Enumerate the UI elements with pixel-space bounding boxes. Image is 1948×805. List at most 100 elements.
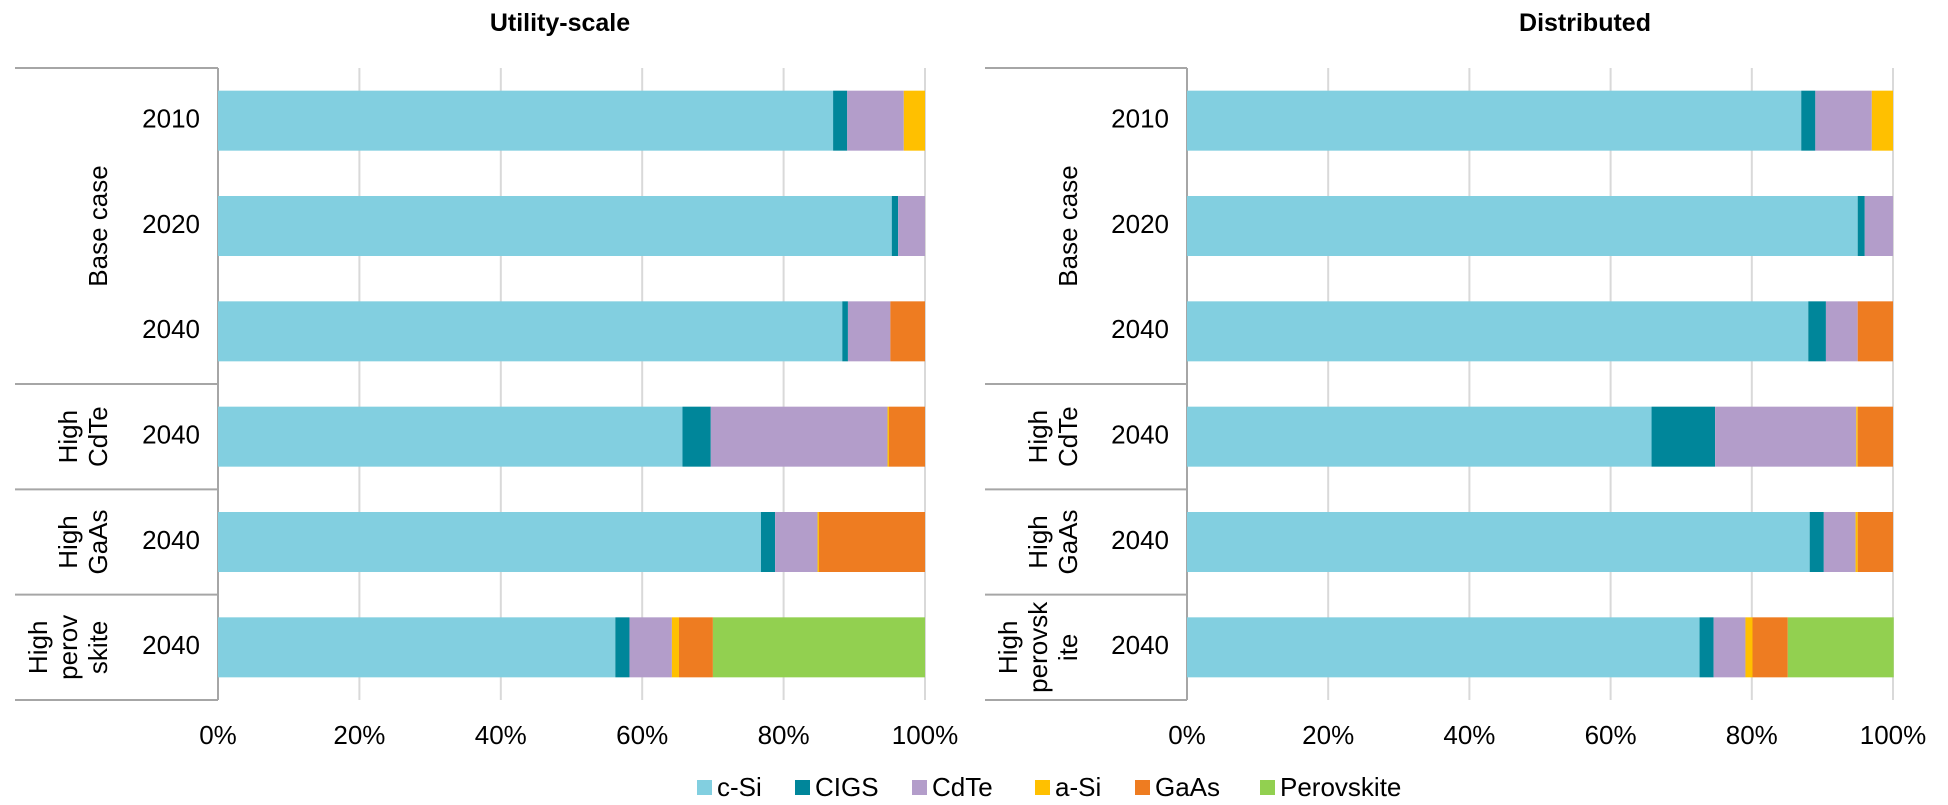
bar-segment-cdte: [847, 90, 904, 151]
bar-segment-gaas: [1857, 406, 1893, 467]
bar-segment-a-si: [903, 90, 925, 151]
bar-segment-c-si: [218, 617, 616, 678]
bar-segment-cigs: [1699, 617, 1714, 678]
group-label: ite: [1053, 634, 1083, 661]
group-label: Base case: [1053, 165, 1083, 286]
bar-segment-c-si: [218, 196, 892, 256]
group-label: Base case: [83, 165, 113, 286]
x-tick-label: 60%: [616, 720, 668, 750]
group-label: High: [23, 621, 53, 674]
bar-segment-c-si: [218, 301, 843, 362]
chart-title: Utility-scale: [490, 9, 630, 37]
bar-segment-a-si: [1745, 617, 1753, 678]
bar-segment-cdte: [847, 301, 891, 362]
chart-panel-1: Utility-scale 0% 20% 40% 60% 80% 100% Base case…: [15, 9, 958, 750]
legend-swatch: [1035, 780, 1050, 795]
x-tick-label: 20%: [333, 720, 385, 750]
legend-label: GaAs: [1155, 772, 1220, 800]
legend: c-Si CIGS CdTe a-Si GaAs Perovskite: [697, 772, 1401, 802]
bar-segment-cdte: [710, 406, 888, 467]
bar-segment-cdte: [1825, 301, 1858, 362]
x-tick-label: 60%: [1585, 720, 1637, 750]
x-tick-label: 0%: [199, 720, 237, 750]
bar-segment-a-si: [1871, 90, 1893, 151]
bar-segment-cdte: [898, 196, 925, 256]
legend-label: a-Si: [1055, 772, 1101, 800]
bar-segment-a-si: [817, 512, 819, 572]
group-label: High: [53, 410, 83, 463]
bar-segment-gaas: [678, 617, 713, 678]
legend-swatch: [697, 780, 712, 795]
legend-swatch: [795, 780, 810, 795]
bar-segment-a-si: [1855, 512, 1858, 572]
row-label: 2010: [142, 104, 200, 134]
row-label: 2040: [1111, 314, 1169, 344]
bar-segment-c-si: [1187, 406, 1652, 467]
x-tick-label: 20%: [1302, 720, 1354, 750]
x-tick-label: 100%: [892, 720, 959, 750]
bar-segment-c-si: [218, 90, 834, 151]
group-label: skite: [83, 621, 113, 674]
legend-label: Perovskite: [1280, 772, 1401, 800]
group-label: CdTe: [83, 406, 113, 467]
bar-segment-c-si: [218, 512, 761, 572]
group-label: GaAs: [83, 509, 113, 574]
bar-segment-c-si: [1187, 512, 1810, 572]
bar-segment-gaas: [1752, 617, 1788, 678]
bar-segment-gaas: [888, 406, 925, 467]
legend-swatch: [912, 780, 927, 795]
bar-segment-cdte: [629, 617, 672, 678]
bar-segment-cdte: [1864, 196, 1893, 256]
x-tick-label: 0%: [1168, 720, 1206, 750]
legend-swatch: [1260, 780, 1275, 795]
row-label: 2040: [1111, 630, 1169, 660]
x-tick-label: 40%: [475, 720, 527, 750]
group-label: perov: [53, 615, 83, 680]
bar-segment-cdte: [775, 512, 818, 572]
bar-segment-cdte: [1715, 406, 1857, 467]
legend-label: c-Si: [717, 772, 762, 800]
group-label: High: [1023, 410, 1053, 463]
bar-segment-c-si: [1187, 90, 1802, 151]
bar-segment-perovskite: [712, 617, 925, 678]
row-label: 2020: [142, 209, 200, 239]
bar-segment-cigs: [760, 512, 776, 572]
bar-segment-cigs: [1857, 196, 1865, 256]
bar-segment-cigs: [1801, 90, 1816, 151]
bar-segment-cigs: [842, 301, 848, 362]
bar-segment-cigs: [1651, 406, 1716, 467]
bar-segment-gaas: [1857, 512, 1893, 572]
bar-segment-c-si: [1187, 301, 1809, 362]
bar-segment-cigs: [615, 617, 630, 678]
bar-segment-cdte: [1815, 90, 1872, 151]
bar-segment-gaas: [1857, 301, 1893, 362]
bar-segment-cigs: [833, 90, 848, 151]
legend-swatch: [1135, 780, 1150, 795]
bar-segment-gaas: [890, 301, 925, 362]
bar-segment-cigs: [1809, 512, 1824, 572]
row-label: 2040: [142, 630, 200, 660]
row-label: 2020: [1111, 209, 1169, 239]
chart-panel-2: Distributed 0% 20% 40% 60% 80% 100% Base case 20…: [985, 9, 1926, 750]
x-tick-label: 80%: [758, 720, 810, 750]
bar-segment-c-si: [1187, 196, 1858, 256]
bar-segment-cigs: [891, 196, 899, 256]
group-label: High: [993, 621, 1023, 674]
bar-segment-perovskite: [1787, 617, 1894, 678]
x-tick-label: 100%: [1860, 720, 1927, 750]
x-tick-label: 80%: [1726, 720, 1778, 750]
row-label: 2010: [1111, 104, 1169, 134]
x-tick-label: 40%: [1443, 720, 1495, 750]
group-label: High: [53, 515, 83, 568]
bar-segment-a-si: [887, 406, 889, 467]
group-label: perovsk: [1023, 601, 1053, 693]
bar-segment-cdte: [1823, 512, 1856, 572]
row-label: 2040: [142, 525, 200, 555]
group-label: CdTe: [1053, 406, 1083, 467]
bar-segment-gaas: [818, 512, 925, 572]
bar-segment-cigs: [1808, 301, 1826, 362]
bar-segment-c-si: [218, 406, 683, 467]
group-label: GaAs: [1053, 509, 1083, 574]
group-label: High: [1023, 515, 1053, 568]
